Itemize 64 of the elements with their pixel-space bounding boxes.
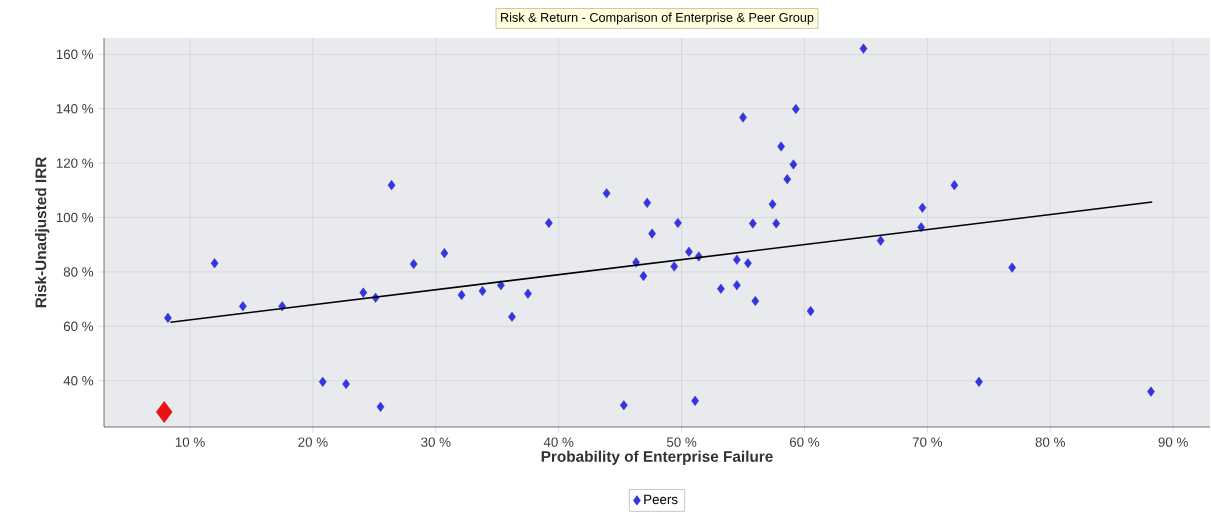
x-tick-label: 70 % (912, 437, 943, 447)
x-tick-label: 90 % (1158, 437, 1188, 447)
y-tick-label: 120 % (56, 158, 94, 168)
point (733, 280, 741, 291)
point (789, 159, 798, 170)
y-axis-title: Risk-Unadjusted IRR (35, 157, 50, 308)
y-tick-label: 80 % (63, 267, 94, 277)
point (751, 296, 760, 307)
point (1008, 262, 1016, 273)
point (918, 202, 927, 213)
x-tick-label: 50 % (666, 437, 697, 447)
point (717, 283, 725, 294)
point (792, 103, 800, 114)
point (409, 259, 418, 270)
legend-label: Peers (644, 494, 678, 505)
point (783, 174, 792, 185)
point (457, 290, 466, 301)
point (359, 287, 368, 298)
y-tick-label: 100 % (56, 212, 94, 223)
point (342, 379, 350, 389)
point (545, 217, 553, 228)
point (674, 217, 682, 228)
point (318, 376, 327, 387)
point (1147, 386, 1155, 397)
point (210, 258, 219, 269)
point (648, 228, 656, 239)
y-tick-label: 40 % (63, 376, 94, 386)
point (685, 246, 693, 257)
point (772, 218, 780, 229)
point (876, 235, 885, 246)
point (749, 218, 757, 229)
point (478, 285, 487, 296)
point (639, 271, 648, 282)
point (620, 400, 628, 411)
point (806, 306, 815, 317)
point (440, 248, 449, 259)
point (508, 311, 516, 322)
x-tick-label: 20 % (298, 437, 328, 447)
point (239, 301, 247, 312)
point (524, 288, 532, 299)
point (739, 112, 747, 123)
point (733, 254, 741, 265)
point (950, 180, 959, 191)
x-tick-label: 30 % (421, 437, 451, 447)
point (643, 197, 651, 208)
point (975, 376, 983, 387)
x-tick-label: 10 % (175, 437, 205, 447)
y-tick-label: 160 % (56, 49, 94, 60)
point (691, 395, 699, 406)
point (744, 258, 752, 269)
point (768, 199, 777, 210)
point (164, 312, 172, 323)
x-tick-label: 60 % (789, 437, 820, 447)
chart-title: Risk & Return - Comparison of Enterprise & Peer Group (501, 12, 814, 25)
point (387, 180, 396, 191)
x-axis-title: Probability of Enterprise Failure (541, 450, 773, 465)
y-tick-label: 60 % (63, 321, 94, 332)
x-tick-label: 40 % (543, 437, 574, 447)
x-tick-label: 80 % (1035, 437, 1065, 447)
point (777, 141, 785, 152)
point (670, 261, 678, 272)
point (376, 401, 385, 412)
y-tick-label: 140 % (56, 104, 94, 114)
point (602, 188, 611, 199)
